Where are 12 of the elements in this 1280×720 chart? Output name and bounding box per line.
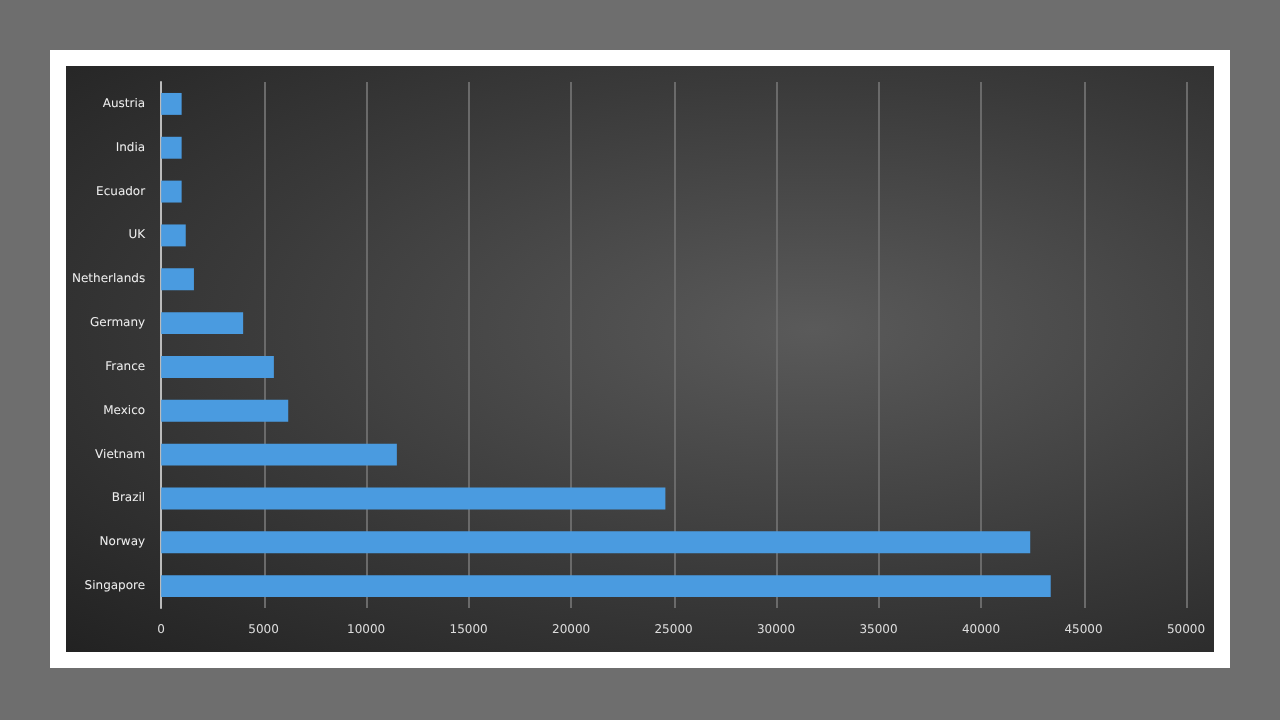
bar xyxy=(161,312,244,335)
bar xyxy=(161,224,186,247)
bar xyxy=(161,180,182,203)
bar xyxy=(161,268,194,291)
bar xyxy=(161,136,182,159)
bar xyxy=(161,487,666,510)
bar xyxy=(161,443,397,466)
bar xyxy=(161,92,182,115)
bar xyxy=(161,531,1031,554)
bar xyxy=(161,355,274,378)
bar xyxy=(161,399,289,422)
bar xyxy=(161,575,1051,598)
